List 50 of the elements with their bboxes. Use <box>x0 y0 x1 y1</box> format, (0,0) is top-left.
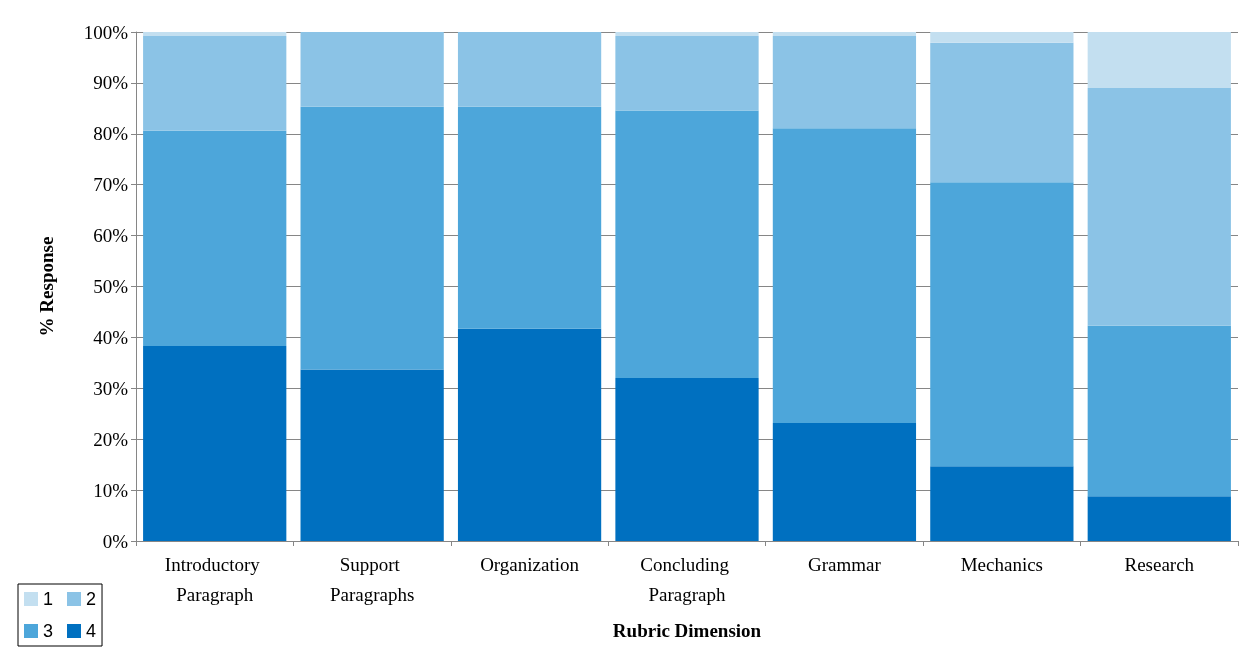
bar <box>615 36 759 111</box>
y-tick-label: 30% <box>93 377 129 399</box>
x-tick-label: Organization <box>480 553 580 575</box>
bar <box>300 369 444 541</box>
bar <box>772 32 917 37</box>
x-tick-label: Mechanics <box>960 553 1044 575</box>
y-tick-label: 100% <box>83 21 129 43</box>
bar <box>457 106 602 329</box>
legend-label: 2 <box>86 589 97 609</box>
y-tick-label: 20% <box>93 428 129 450</box>
x-tick-label: Research <box>1124 553 1195 575</box>
x-axis-title: Rubric Dimension <box>612 620 762 641</box>
y-tick-label: 40% <box>93 326 129 348</box>
bar <box>615 32 759 37</box>
bar <box>1087 32 1231 88</box>
y-tick-label: 60% <box>93 225 129 247</box>
bar <box>300 32 444 107</box>
y-tick-label: 80% <box>93 123 129 145</box>
bar <box>457 328 602 541</box>
legend-label: 3 <box>43 621 54 641</box>
bar <box>930 182 1074 467</box>
bar <box>615 378 759 541</box>
x-tick-label: Support Paragraphs <box>329 553 415 605</box>
bar <box>457 32 602 107</box>
y-tick-label: 50% <box>93 276 129 297</box>
legend-label: 4 <box>86 621 97 641</box>
legend-label: 1 <box>43 589 54 609</box>
bar <box>615 110 759 379</box>
bar <box>1087 496 1231 541</box>
bar <box>300 106 444 370</box>
y-axis-title: % Response <box>36 236 57 337</box>
bar <box>143 346 287 541</box>
bar <box>143 36 287 131</box>
x-tick-label: Concluding Paragraph <box>640 553 734 605</box>
bar <box>1087 325 1231 497</box>
bar <box>930 466 1074 541</box>
bar <box>772 128 917 423</box>
bar <box>772 422 917 541</box>
y-tick-label: 10% <box>93 479 129 501</box>
bar <box>143 130 287 347</box>
x-tick-label: Introductory Paragraph <box>164 553 265 605</box>
bar <box>772 36 917 129</box>
bar <box>930 42 1074 183</box>
bar <box>143 32 287 37</box>
x-tick-label: Grammar <box>808 553 882 575</box>
bar <box>930 32 1074 43</box>
y-tick-label: 70% <box>93 174 129 196</box>
y-tick-label: 0% <box>102 530 129 552</box>
bar <box>1087 87 1231 326</box>
y-tick-label: 90% <box>93 72 129 94</box>
